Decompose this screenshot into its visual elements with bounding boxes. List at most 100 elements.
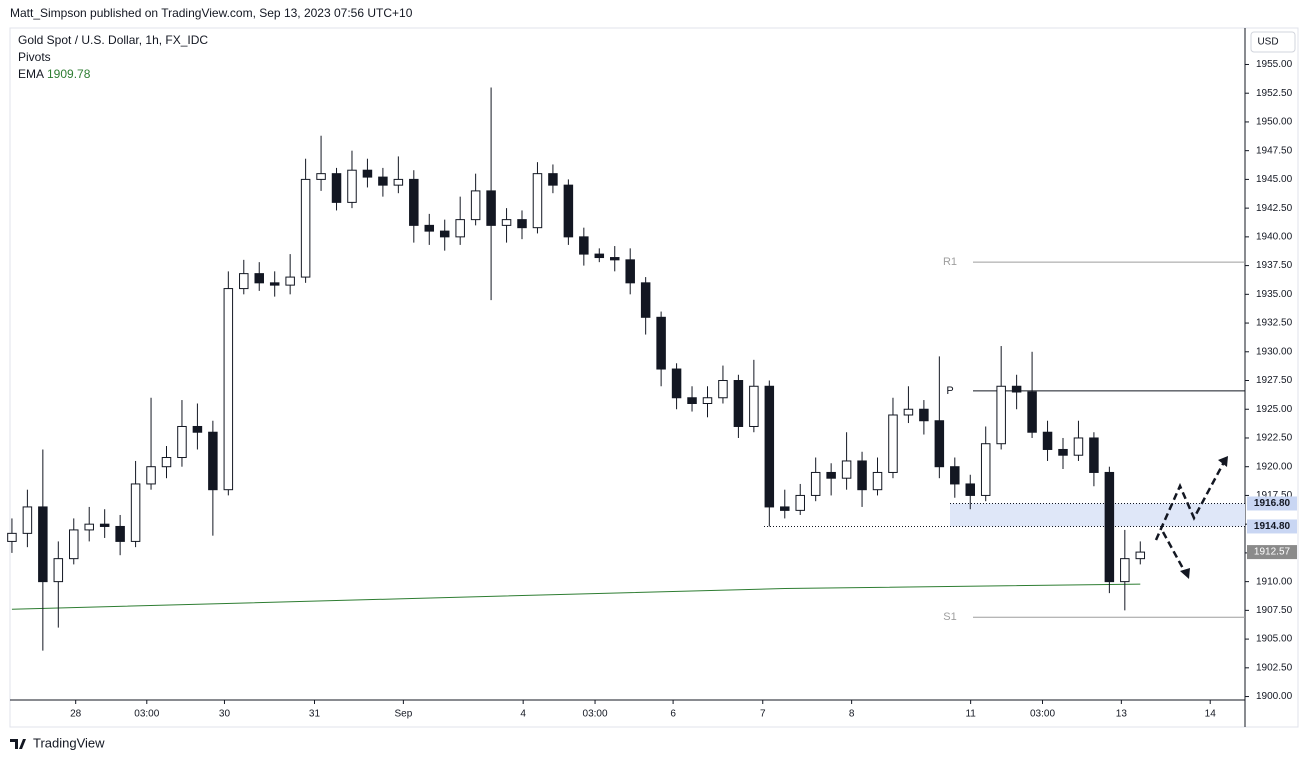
zone-price-box bbox=[1247, 519, 1297, 534]
candle-body bbox=[1011, 385, 1022, 393]
candle-body bbox=[161, 457, 172, 468]
y-tick-label: 1922.50 bbox=[1256, 433, 1293, 444]
currency-label[interactable]: USD bbox=[1257, 37, 1278, 48]
candle-body bbox=[1120, 558, 1130, 583]
x-tick-label: 8 bbox=[849, 709, 855, 720]
y-tick-label: 1947.50 bbox=[1256, 145, 1293, 156]
x-tick-label: 14 bbox=[1205, 709, 1217, 720]
candle-body bbox=[455, 219, 465, 238]
candle-body bbox=[702, 397, 713, 404]
x-tick-label: 6 bbox=[670, 709, 676, 720]
ema-value: 1909.78 bbox=[47, 67, 91, 81]
candle-body bbox=[950, 466, 960, 485]
candle-body bbox=[22, 506, 33, 534]
candle-body bbox=[439, 230, 450, 238]
candle-body bbox=[749, 385, 759, 427]
y-tick-label: 1930.00 bbox=[1256, 346, 1293, 357]
candle-body bbox=[919, 408, 929, 422]
candle-body bbox=[1073, 437, 1084, 456]
zone-price-label: 1916.80 bbox=[1254, 498, 1291, 509]
candle-body bbox=[486, 190, 496, 226]
candle-body bbox=[532, 173, 543, 229]
y-tick-label: 1942.50 bbox=[1256, 203, 1293, 214]
candle-body bbox=[300, 178, 311, 278]
pivot-label: R1 bbox=[943, 256, 957, 268]
candle-body bbox=[501, 219, 512, 226]
x-tick-label: 03:00 bbox=[134, 709, 159, 720]
candle-body bbox=[115, 525, 125, 542]
zone-price-label: 1914.80 bbox=[1254, 521, 1291, 532]
candle-body bbox=[517, 219, 527, 229]
candle-body bbox=[99, 523, 110, 527]
candle-body bbox=[764, 385, 775, 508]
indicator-name: Pivots bbox=[18, 50, 51, 64]
candle-body bbox=[177, 425, 187, 459]
candle-body bbox=[1135, 551, 1146, 560]
candle-body bbox=[996, 385, 1006, 445]
candle-body bbox=[903, 408, 914, 416]
candle-body bbox=[888, 414, 898, 473]
y-tick-label: 1910.00 bbox=[1256, 576, 1293, 587]
candle-body bbox=[780, 506, 790, 511]
zone-price-box bbox=[1247, 496, 1297, 511]
candle-body bbox=[965, 483, 976, 496]
candle-body bbox=[84, 523, 94, 531]
candle-body bbox=[347, 169, 357, 203]
y-tick-label: 1927.50 bbox=[1256, 375, 1293, 386]
candle-body bbox=[857, 460, 867, 491]
x-tick-label: 11 bbox=[965, 709, 976, 720]
candle-body bbox=[146, 466, 156, 485]
x-tick-label: 7 bbox=[760, 709, 766, 720]
candle-body bbox=[69, 529, 79, 560]
logo bbox=[10, 739, 26, 749]
y-tick-label: 1907.50 bbox=[1256, 605, 1293, 616]
x-tick-label: 4 bbox=[520, 709, 526, 720]
x-tick-label: 03:00 bbox=[1030, 709, 1055, 720]
x-tick-label: Sep bbox=[394, 709, 412, 720]
candle-body bbox=[409, 178, 419, 226]
candle-body bbox=[239, 273, 249, 290]
y-tick-label: 1932.50 bbox=[1256, 318, 1293, 329]
candle-body bbox=[872, 471, 883, 491]
x-tick-label: 03:00 bbox=[583, 709, 608, 720]
candle-body bbox=[38, 506, 48, 583]
y-tick-label: 1945.00 bbox=[1256, 174, 1293, 185]
pivot-label: P bbox=[946, 385, 953, 397]
candle-body bbox=[563, 184, 574, 238]
zone bbox=[950, 503, 1245, 527]
candle-body bbox=[640, 282, 651, 318]
candle-body bbox=[7, 532, 17, 542]
candle-body bbox=[1058, 448, 1068, 456]
currency-button[interactable] bbox=[1250, 31, 1296, 53]
last-price-box bbox=[1247, 545, 1297, 560]
candle-body bbox=[718, 380, 728, 399]
forecast-arrows bbox=[1154, 461, 1226, 575]
chart-frame bbox=[9, 27, 1299, 728]
candle-body bbox=[331, 173, 342, 203]
candle-body bbox=[362, 169, 373, 178]
y-tick-label: 1940.00 bbox=[1256, 232, 1293, 243]
ema-line bbox=[11, 583, 1141, 610]
candle-body bbox=[671, 368, 682, 399]
candle-body bbox=[934, 420, 945, 468]
x-tick-label: 30 bbox=[219, 709, 231, 720]
candle-body bbox=[53, 558, 64, 583]
candle-body bbox=[254, 273, 264, 284]
x-tick-label: 28 bbox=[70, 709, 82, 720]
candle-body bbox=[1104, 471, 1115, 583]
candle-body bbox=[548, 173, 558, 186]
candle-body bbox=[1042, 431, 1053, 450]
x-tick-label: 31 bbox=[309, 709, 321, 720]
candle-body bbox=[841, 460, 852, 479]
candle-body bbox=[594, 253, 605, 259]
candle-body bbox=[609, 257, 620, 261]
y-tick-label: 1900.00 bbox=[1256, 691, 1293, 702]
candle-body bbox=[687, 397, 697, 404]
candle-body bbox=[285, 276, 295, 286]
candle-body bbox=[269, 282, 280, 286]
y-tick-label: 1952.50 bbox=[1256, 88, 1293, 99]
y-tick-label: 1935.00 bbox=[1256, 289, 1293, 300]
y-tick-label: 1937.50 bbox=[1256, 260, 1293, 271]
candle-body bbox=[378, 176, 388, 186]
candle-body bbox=[208, 431, 218, 491]
